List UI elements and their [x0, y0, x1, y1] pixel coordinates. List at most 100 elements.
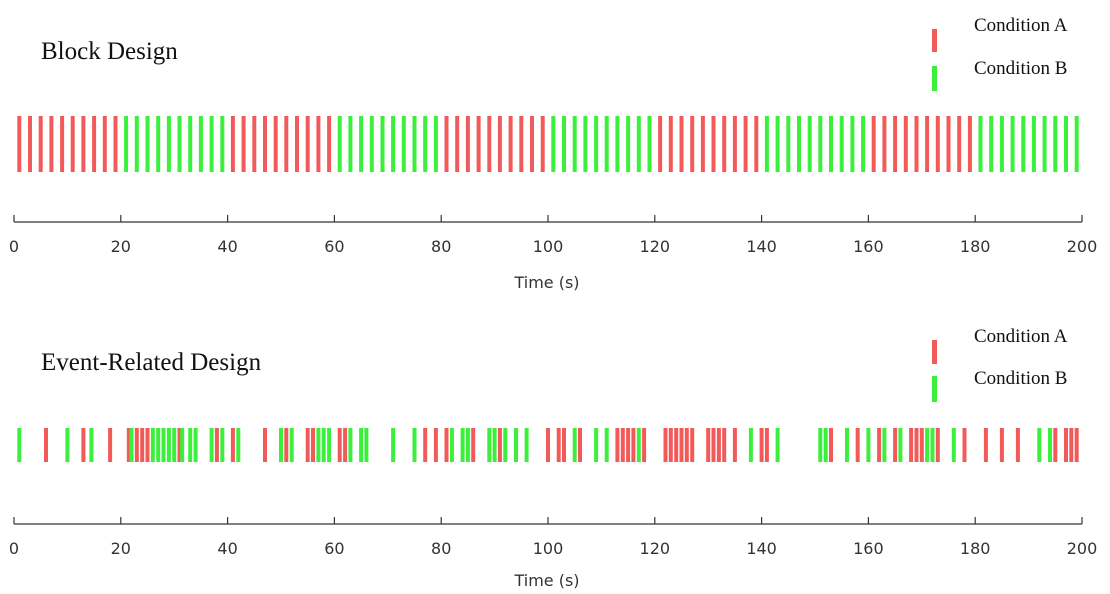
event-mark-condition-a [295, 116, 299, 172]
x-tick-label: 120 [640, 237, 671, 256]
event-mark-condition-b [487, 428, 492, 462]
event-mark-condition-a [626, 428, 631, 462]
legend-swatch-condition-a [932, 29, 937, 52]
event-mark-condition-a [134, 428, 139, 462]
event-mark-condition-b [807, 116, 812, 172]
event-mark-condition-a [1053, 428, 1058, 462]
event-mark-condition-b [882, 428, 887, 462]
event-related-panel: Event-Related Design Condition A Conditi… [9, 326, 1097, 590]
event-mark-condition-a [252, 116, 257, 172]
x-tick-label: 40 [217, 539, 237, 558]
event-mark-condition-a [444, 428, 449, 462]
event-mark-condition-a [519, 116, 524, 172]
event-mark-condition-a [711, 116, 716, 172]
event-mark-condition-a [962, 428, 967, 462]
event-mark-condition-a [508, 116, 513, 172]
event-mark-condition-a [679, 116, 684, 172]
event-mark-condition-b [279, 428, 283, 462]
x-tick-label: 160 [853, 237, 884, 256]
event-mark-condition-b [1048, 428, 1052, 462]
event-mark-condition-b [818, 116, 823, 172]
event-mark-condition-b [845, 428, 849, 462]
x-tick-label: 60 [324, 237, 344, 256]
event-mark-condition-a [925, 116, 930, 172]
event-mark-condition-b [129, 428, 134, 462]
block-design-panel: Block Design Condition A Condition B 0 20… [9, 15, 1097, 292]
event-mark-condition-a [935, 428, 940, 462]
event-mark-condition-b [503, 428, 508, 462]
event-mark-condition-a [983, 428, 988, 462]
event-mark-condition-b [412, 428, 417, 462]
event-mark-condition-a [28, 116, 32, 172]
event-mark-condition-b [401, 116, 406, 172]
event-mark-condition-b [89, 428, 94, 462]
event-mark-condition-b [209, 116, 214, 172]
event-mark-condition-a [668, 428, 673, 462]
event-mark-condition-a [126, 428, 131, 462]
event-mark-condition-a [882, 116, 887, 172]
x-tick-label: 80 [431, 237, 451, 256]
event-mark-condition-b [209, 428, 214, 462]
event-mark-condition-b [145, 116, 150, 172]
event-mark-condition-a [679, 428, 684, 462]
event-mark-condition-b [636, 428, 641, 462]
x-tick-label: 200 [1067, 539, 1098, 558]
event-mark-condition-a [305, 116, 310, 172]
event-mark-condition-b [861, 116, 866, 172]
event-mark-condition-a [540, 116, 545, 172]
event-mark-condition-a [877, 428, 882, 462]
event-mark-condition-a [38, 116, 43, 172]
event-mark-condition-b [850, 116, 855, 172]
event-mark-condition-b [1064, 116, 1068, 172]
event-mark-condition-a [722, 428, 727, 462]
event-mark-condition-b [636, 116, 641, 172]
event-mark-condition-b [124, 116, 129, 172]
event-mark-condition-b [524, 428, 529, 462]
event-mark-condition-b [180, 428, 185, 462]
event-mark-condition-b [1074, 116, 1079, 172]
event-mark-condition-a [642, 428, 647, 462]
event-mark-condition-b [369, 116, 374, 172]
event-mark-condition-a [1069, 428, 1074, 462]
event-mark-condition-b [65, 428, 70, 462]
legend-swatch-condition-b [932, 376, 937, 402]
event-mark-condition-a [620, 428, 625, 462]
event-mark-condition-a [311, 428, 315, 462]
event-mark-condition-a [476, 116, 481, 172]
event-related-x-axis: 0 20 40 60 80 100 120 140 160 180 200 [9, 517, 1097, 558]
event-mark-condition-b [930, 428, 935, 462]
event-mark-condition-a [743, 116, 748, 172]
event-mark-condition-a [722, 116, 727, 172]
event-mark-condition-b [188, 428, 193, 462]
event-mark-condition-a [444, 116, 449, 172]
event-mark-condition-a [946, 116, 951, 172]
event-mark-condition-b [594, 116, 599, 172]
event-mark-condition-b [1053, 116, 1058, 172]
event-mark-condition-b [359, 428, 364, 462]
event-mark-condition-a [690, 428, 695, 462]
event-mark-condition-a [49, 116, 54, 172]
event-mark-condition-b [17, 428, 22, 462]
event-related-legend: Condition A Condition B [932, 326, 1068, 402]
event-mark-condition-a [263, 116, 267, 172]
event-mark-condition-a [684, 428, 689, 462]
event-mark-condition-a [530, 116, 534, 172]
event-related-events [17, 428, 1079, 462]
event-mark-condition-a [871, 116, 876, 172]
event-mark-condition-b [615, 116, 620, 172]
event-mark-condition-a [562, 428, 566, 462]
event-mark-condition-b [514, 428, 518, 462]
event-mark-condition-a [754, 116, 759, 172]
block-design-x-axis: 0 20 40 60 80 100 120 140 160 180 200 [9, 215, 1097, 256]
event-mark-condition-b [823, 428, 828, 462]
event-mark-condition-b [989, 116, 994, 172]
event-mark-condition-b [572, 116, 577, 172]
event-mark-condition-a [92, 116, 97, 172]
event-mark-condition-b [460, 428, 465, 462]
event-mark-condition-b [156, 428, 161, 462]
event-mark-condition-a [663, 428, 668, 462]
event-mark-condition-a [909, 428, 914, 462]
event-mark-condition-b [492, 428, 497, 462]
event-mark-condition-a [230, 116, 235, 172]
event-mark-condition-a [668, 116, 673, 172]
